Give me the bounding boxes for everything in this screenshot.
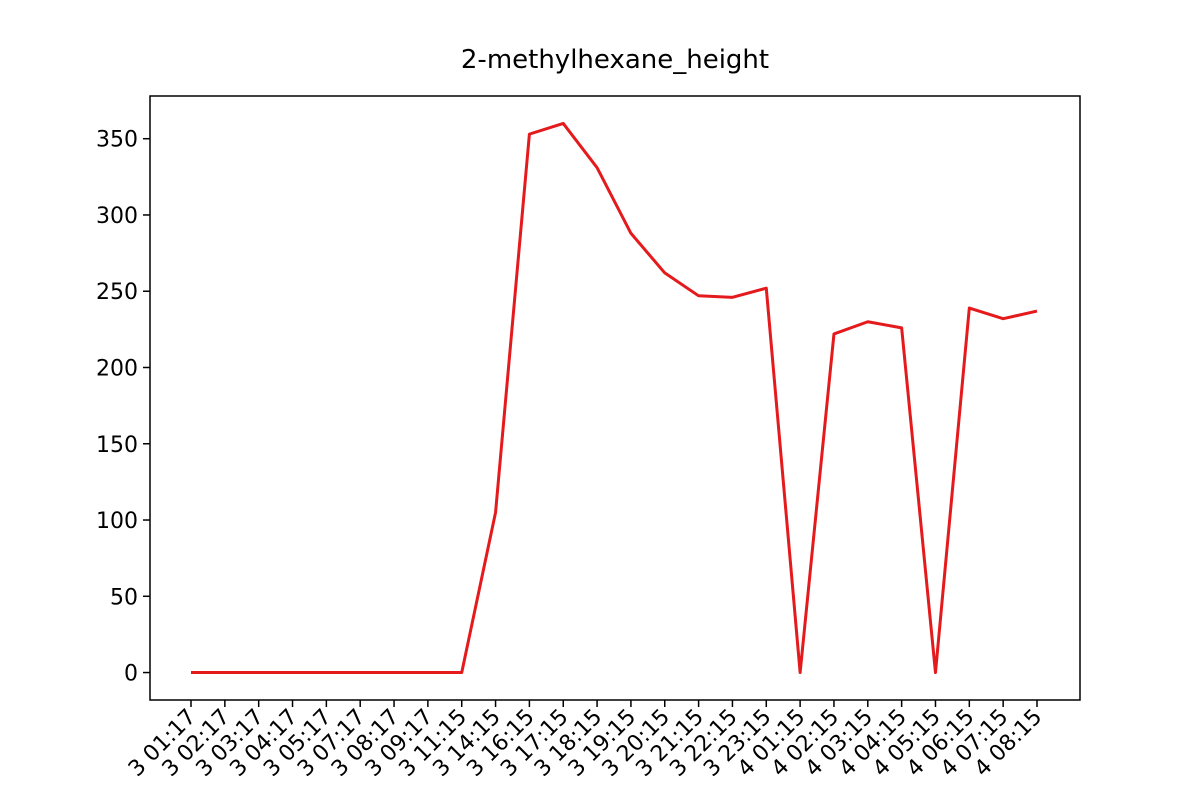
chart-title: 2-methylhexane_height: [461, 45, 769, 75]
y-tick-label: 0: [124, 662, 138, 687]
y-tick-label: 50: [110, 585, 138, 610]
y-tick-label: 350: [96, 128, 138, 153]
plot-frame: [149, 95, 1081, 701]
y-tick-label: 250: [96, 280, 138, 305]
y-tick-label: 150: [96, 433, 138, 458]
y-tick-label: 300: [96, 204, 138, 229]
y-tick-label: 200: [96, 356, 138, 381]
y-tick-label: 100: [96, 509, 138, 534]
line: [191, 121, 1038, 675]
